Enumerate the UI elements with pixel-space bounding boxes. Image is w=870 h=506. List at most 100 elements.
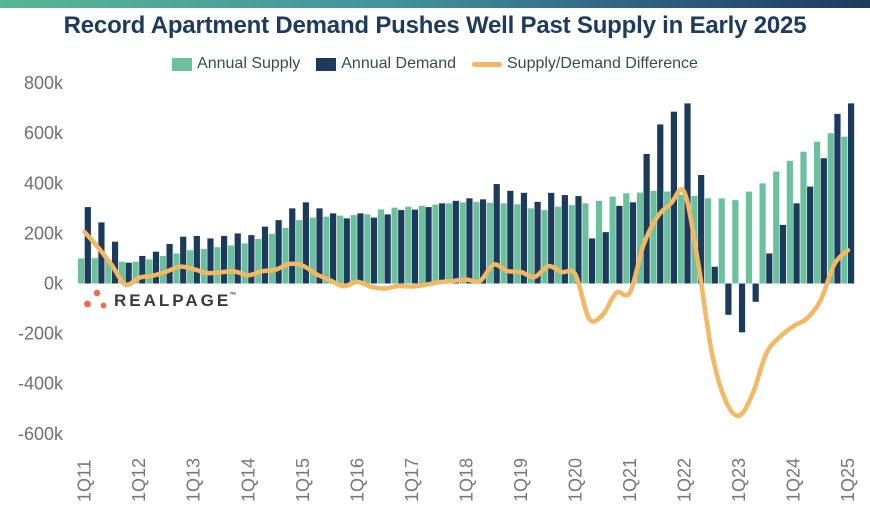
supply-bar	[241, 243, 248, 284]
demand-bar	[725, 283, 732, 315]
supply-bar	[146, 259, 153, 284]
demand-bar	[439, 203, 446, 284]
demand-bar	[738, 283, 746, 333]
demand-bar	[84, 207, 91, 284]
supply-bar	[78, 258, 85, 284]
supply-bar	[268, 233, 276, 284]
demand-bar	[684, 103, 691, 284]
demand-bar	[221, 235, 228, 284]
trademark-mark: ™	[229, 291, 240, 299]
supply-bar	[514, 204, 521, 284]
supply-bar	[541, 210, 548, 284]
supply-bar	[595, 200, 603, 284]
legend-label-annual-supply: Annual Supply	[197, 55, 301, 72]
y-axis-tick-label: 200k	[24, 223, 64, 243]
supply-bar	[405, 206, 412, 284]
x-axis-tick-label: 1Q23	[729, 458, 749, 502]
x-axis-tick-label: 1Q15	[293, 458, 313, 502]
supply-bar	[377, 209, 385, 284]
demand-bar	[807, 186, 814, 284]
x-axis-tick-label: 1Q13	[184, 458, 204, 502]
supply-bar	[214, 247, 221, 284]
supply-bar	[759, 183, 766, 284]
demand-bar	[752, 283, 759, 302]
y-axis-tick-label: -200k	[18, 324, 64, 344]
supply-bar	[296, 220, 303, 284]
demand-bar	[548, 192, 555, 284]
supply-bar	[773, 171, 780, 284]
x-axis-tick-label: 1Q21	[620, 458, 640, 502]
supply-bar	[227, 245, 235, 284]
difference-line	[82, 187, 851, 419]
supply-bar	[132, 261, 139, 284]
demand-bar	[847, 103, 855, 284]
supply-bar	[841, 136, 848, 284]
difference-line-swatch-icon	[472, 61, 502, 67]
realpage-logo: REALPAGE™	[84, 287, 239, 313]
x-axis-tick-label: 1Q17	[402, 458, 422, 502]
demand-bar	[166, 243, 173, 284]
x-axis-tick-label: 1Q22	[674, 458, 694, 502]
supply-bar	[364, 214, 371, 284]
y-axis-tick-label: 0k	[44, 274, 64, 294]
demand-bar	[766, 253, 773, 284]
supply-bar	[500, 203, 507, 284]
y-axis-tick-label: -600k	[18, 424, 64, 444]
supply-bar	[814, 141, 821, 284]
demand-bar	[629, 202, 637, 284]
supply-bar	[309, 217, 316, 284]
supply-bar	[118, 261, 126, 284]
supply-bar	[350, 215, 357, 284]
demand-bar	[316, 208, 323, 284]
demand-bar	[711, 266, 718, 284]
demand-bar	[643, 153, 650, 284]
y-axis-tick-label: 800k	[24, 73, 64, 93]
x-axis-tick-label: 1Q18	[456, 458, 476, 502]
demand-bar	[534, 201, 541, 284]
demand-bar	[602, 232, 609, 284]
demand-bar	[139, 255, 146, 284]
demand-bar	[793, 203, 800, 284]
supply-bar	[473, 201, 480, 284]
x-axis-tick-label: 1Q11	[75, 459, 95, 502]
supply-bar	[745, 191, 753, 284]
legend: Annual Supply Annual Demand Supply/Deman…	[0, 55, 870, 73]
supply-bar	[418, 205, 425, 284]
demand-bar	[398, 210, 405, 284]
x-axis-tick-label: 1Q19	[511, 458, 531, 502]
demand-bar	[234, 233, 241, 284]
demand-bar	[698, 175, 705, 284]
demand-bar	[343, 218, 350, 284]
supply-bar	[255, 238, 262, 284]
supply-bar	[555, 206, 562, 284]
supply-bar	[282, 227, 289, 284]
legend-item-annual-demand: Annual Demand	[316, 55, 456, 73]
x-axis-tick-label: 1Q16	[347, 458, 367, 502]
demand-bar	[384, 214, 391, 284]
legend-label-difference: Supply/Demand Difference	[507, 55, 698, 72]
supply-bar	[568, 205, 575, 284]
demand-bar	[657, 124, 664, 284]
supply-bar	[704, 198, 712, 284]
supply-bar	[391, 207, 398, 284]
supply-bar	[446, 203, 453, 284]
demand-bar	[275, 220, 282, 284]
demand-bar	[111, 241, 119, 284]
supply-bar	[677, 194, 684, 284]
supply-bar	[432, 204, 439, 284]
supply-bar	[800, 151, 807, 284]
chart-title: Record Apartment Demand Pushes Well Past…	[63, 12, 807, 39]
demand-bar	[357, 213, 364, 284]
supply-bar	[609, 196, 616, 284]
demand-bar	[779, 224, 787, 284]
legend-item-annual-supply: Annual Supply	[172, 55, 300, 73]
supply-bar	[623, 193, 630, 284]
supply-bar	[486, 202, 494, 284]
supply-bar	[582, 203, 589, 284]
x-axis-tick-label: 1Q20	[565, 458, 585, 502]
demand-bar	[180, 236, 187, 284]
x-axis-tick-label: 1Q12	[129, 458, 149, 502]
demand-bar	[466, 198, 473, 284]
